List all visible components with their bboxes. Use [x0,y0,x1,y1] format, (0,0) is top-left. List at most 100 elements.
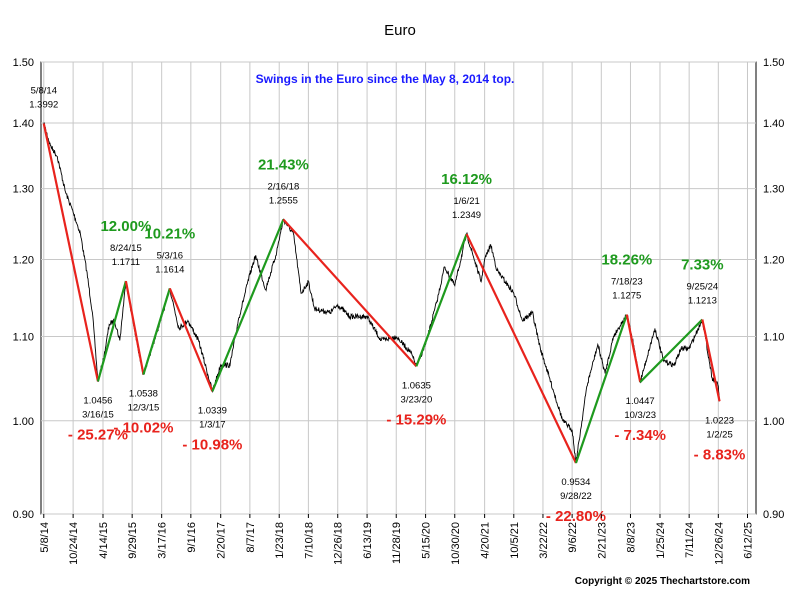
swing-down-line [124,280,145,375]
y-tick-label-right: 1.40 [763,118,784,130]
swing-date-label: 1/2/25 [706,429,732,440]
swing-pct-up-label: 21.43% [258,156,309,173]
y-tick-label-left: 1.20 [13,254,34,266]
swing-value-label: 0.9534 [561,477,590,488]
swing-pct-up-label: 18.26% [601,252,652,269]
swing-pct-down-label: - 15.29% [386,411,446,428]
swing-down-line [701,319,721,402]
swing-pct-up-label: 12.00% [100,218,151,235]
y-tick-label-left: 1.00 [13,416,34,428]
swing-up-line [639,318,704,383]
x-tick-label: 9/1/16 [186,522,198,553]
y-tick-label-left: 0.90 [13,509,34,521]
swing-value-label: 1.1275 [612,291,641,302]
swing-date-label: 1/3/17 [199,419,225,430]
swing-up-line [574,314,628,464]
swing-down-line [42,123,100,382]
swing-date-label: 9/28/22 [560,491,592,502]
grid [41,61,756,515]
x-tick-label: 3/17/16 [157,522,169,559]
x-tick-label: 10/30/20 [450,522,462,565]
swing-pct-down-label: - 8.83% [694,446,746,463]
swing-value-label: 1.1711 [112,257,140,268]
swing-value-label: 1.1213 [688,295,717,306]
swing-down-line [625,314,642,383]
swing-date-label: 2/16/18 [268,181,300,192]
x-tick-label: 10/24/14 [68,522,80,565]
swing-down-line [282,218,418,368]
swing-value-label: 1.0447 [626,396,655,407]
x-tick-label: 3/22/22 [538,522,550,559]
y-tick-label-right: 1.10 [763,331,784,343]
swing-pct-down-label: - 7.34% [614,427,666,444]
swing-value-label: 1.1614 [155,264,184,275]
swing-pct-down-label: - 25.27% [68,426,128,443]
y-tick-label-left: 1.30 [13,184,34,196]
swing-value-label: 1.0538 [129,388,158,399]
swing-value-label: 1.3992 [29,100,58,111]
x-tick-label: 1/23/18 [274,522,286,559]
swing-date-label: 1/6/21 [453,196,479,207]
swing-date-label: 5/3/16 [157,250,183,261]
axes: 1.50 1.50 1.40 1.40 1.30 1.30 1.20 1.20 1.10 1.10… [13,57,785,565]
x-tick-label: 5/8/14 [39,522,51,553]
swing-up-line [415,233,468,367]
swing-pct-down-label: - 10.02% [113,419,173,436]
swing-date-label: 3/23/20 [401,394,433,405]
x-tick-label: 6/12/25 [742,522,754,559]
swing-pct-up-label: 7.33% [681,256,724,273]
x-tick-label: 10/5/21 [509,522,521,559]
swing-date-label: 12/3/15 [128,402,160,413]
x-tick-label: 2/21/23 [596,522,608,559]
x-tick-label: 9/6/22 [567,522,579,553]
y-tick-label-right: 1.50 [763,57,784,69]
swing-value-label: 1.0339 [198,405,227,416]
swing-pct-up-label: 10.21% [144,225,195,242]
swing-pct-up-label: 16.12% [441,171,492,188]
swing-lines [42,123,721,464]
swing-date-label: 5/8/14 [31,86,57,97]
x-tick-label: 12/26/18 [333,522,345,565]
y-tick-label-left: 1.40 [13,118,34,130]
x-tick-label: 7/11/24 [684,522,696,558]
copyright-text: Copyright © 2025 Thechartstore.com [575,576,750,587]
x-tick-label: 2/20/17 [216,522,228,559]
swing-down-line [465,233,577,464]
swing-date-label: 3/16/15 [82,409,114,420]
x-tick-label: 12/26/24 [713,522,725,565]
x-tick-label: 8/8/23 [625,522,637,553]
swing-pct-down-label: - 10.98% [182,436,242,453]
x-tick-label: 9/29/15 [127,522,139,559]
y-tick-label-left: 1.10 [13,331,34,343]
x-tick-label: 8/7/17 [245,522,257,553]
y-tick-label-right: 1.00 [763,416,784,428]
swing-up-line [96,280,127,382]
y-tick-label-right: 1.30 [763,184,784,196]
swing-value-label: 1.0223 [705,415,734,426]
swing-date-label: 8/24/15 [110,243,142,254]
y-tick-label-left: 1.50 [13,57,34,69]
x-tick-label: 5/15/20 [421,522,433,559]
chart-subtitle: Swings in the Euro since the May 8, 2014… [256,72,515,86]
swing-value-label: 1.0456 [83,395,112,406]
swing-up-line [142,288,171,375]
swing-date-label: 10/3/23 [624,410,656,421]
x-tick-label: 11/28/19 [391,522,403,564]
swing-value-label: 1.2555 [269,195,298,206]
chart-title: Euro [384,22,416,39]
swing-up-line [211,219,285,392]
y-tick-label-right: 0.90 [763,509,784,521]
x-tick-label: 4/20/21 [480,522,492,559]
swing-down-line [168,287,214,392]
x-tick-label: 1/25/24 [655,522,667,559]
swing-value-label: 1.0635 [402,380,431,391]
x-tick-label: 6/13/19 [362,522,374,559]
swing-date-label: 9/25/24 [686,281,718,292]
y-tick-label-right: 1.20 [763,254,784,266]
swing-value-label: 1.2349 [452,210,481,221]
x-tick-label: 4/14/15 [98,522,110,559]
swing-date-label: 7/18/23 [611,277,643,288]
